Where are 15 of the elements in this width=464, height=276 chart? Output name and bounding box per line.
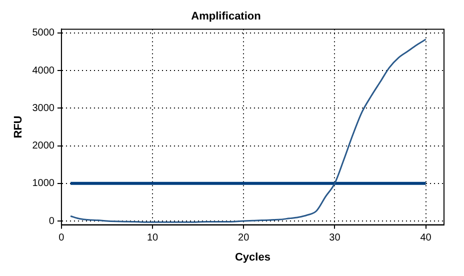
x-axis-title: Cycles — [234, 251, 270, 264]
x-tick-label: 20 — [238, 232, 250, 244]
x-tick-label: 40 — [420, 232, 432, 244]
y-tick-label: 3000 — [32, 102, 55, 114]
y-tick-label: 5000 — [32, 28, 55, 39]
y-tick-label: 1000 — [32, 178, 55, 190]
x-tick-label: 10 — [146, 232, 159, 244]
y-tick-label: 4000 — [32, 65, 55, 76]
line-series — [70, 38, 427, 223]
x-tick-label: 0 — [58, 232, 65, 244]
y-axis-title: RFU — [12, 116, 25, 138]
x-tick-label: 30 — [329, 232, 341, 244]
y-tick-label: 0 — [48, 216, 55, 227]
y-tick-label: 2000 — [32, 140, 55, 152]
chart-title: Amplification — [191, 10, 262, 23]
